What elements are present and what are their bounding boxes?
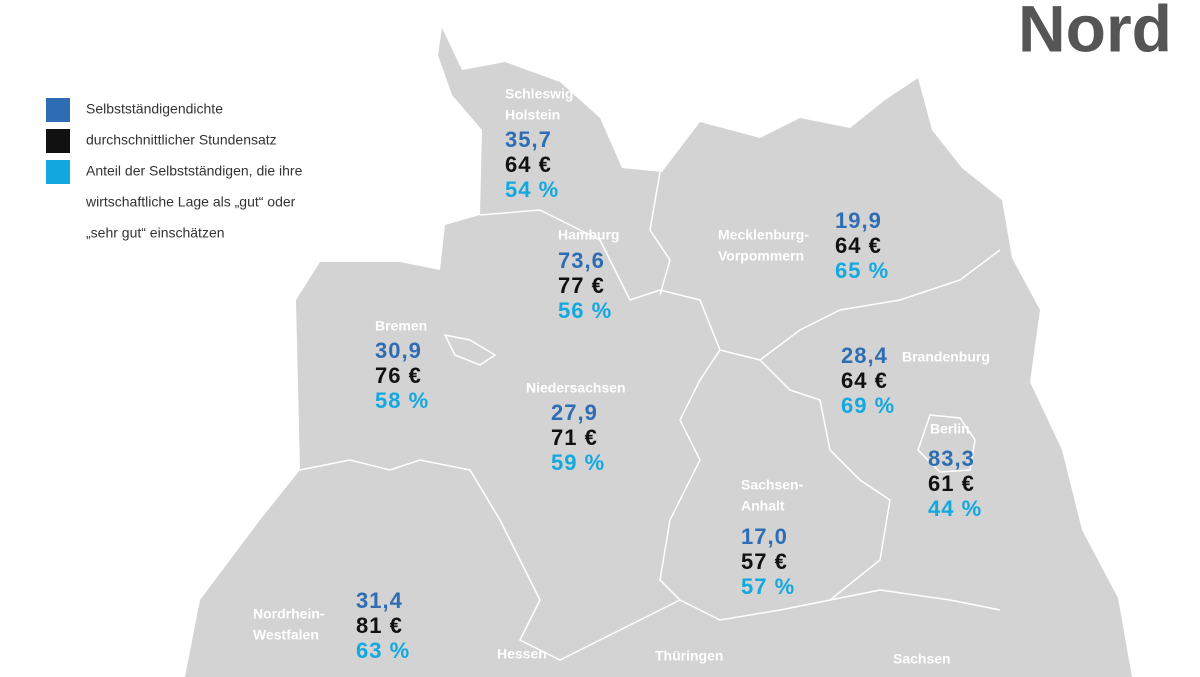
region-density: 28,4 bbox=[841, 343, 888, 368]
legend-label: Anteil der Selbstständigen, die ihre bbox=[86, 163, 303, 179]
region-rate: 71 € bbox=[551, 425, 598, 450]
region-share: 65 % bbox=[835, 258, 889, 283]
state-border bbox=[443, 333, 497, 366]
legend-label: „sehr gut“ einschätzen bbox=[86, 225, 225, 241]
legend-swatch bbox=[46, 98, 70, 122]
region-rate: 76 € bbox=[375, 363, 422, 388]
region-share: 63 % bbox=[356, 638, 410, 663]
region-density: 83,3 bbox=[928, 446, 975, 471]
region-share: 54 % bbox=[505, 177, 559, 202]
region-name: Niedersachsen bbox=[526, 380, 626, 396]
region-name: Hamburg bbox=[558, 227, 619, 243]
region-name: Holstein bbox=[505, 107, 560, 123]
region-rate: 64 € bbox=[505, 152, 552, 177]
region-name: Schleswig- bbox=[505, 86, 578, 102]
legend-label: Selbstständigendichte bbox=[86, 101, 223, 117]
region-rate: 77 € bbox=[558, 273, 605, 298]
region-share: 57 % bbox=[741, 574, 795, 599]
region-density: 19,9 bbox=[835, 208, 882, 233]
region-share: 56 % bbox=[558, 298, 612, 323]
region-name: Mecklenburg- bbox=[718, 227, 809, 243]
state-border bbox=[299, 459, 681, 661]
region-density: 30,9 bbox=[375, 338, 422, 363]
region-name: Sachsen- bbox=[741, 477, 804, 493]
region-name: Berlin bbox=[930, 421, 970, 437]
state-border bbox=[917, 414, 976, 473]
region-name: Vorpommern bbox=[718, 248, 804, 264]
region-share: 69 % bbox=[841, 393, 895, 418]
region-rate: 64 € bbox=[835, 233, 882, 258]
region-density: 73,6 bbox=[558, 248, 605, 273]
page-title: Nord bbox=[1018, 0, 1172, 65]
region-density: 35,7 bbox=[505, 127, 552, 152]
legend-label: durchschnittlicher Stundensatz bbox=[86, 132, 277, 148]
region-name: Bremen bbox=[375, 318, 427, 334]
region-name: Sachsen bbox=[893, 651, 951, 667]
region-name: Nordrhein- bbox=[253, 606, 325, 622]
region-name: Brandenburg bbox=[902, 349, 990, 365]
state-border bbox=[649, 171, 671, 296]
region-density: 27,9 bbox=[551, 400, 598, 425]
region-density: 31,4 bbox=[356, 588, 403, 613]
state-border bbox=[759, 359, 891, 601]
region-name: Anhalt bbox=[741, 498, 785, 514]
map-land bbox=[185, 28, 1132, 677]
region-rate: 64 € bbox=[841, 368, 888, 393]
legend-label: wirtschaftliche Lage als „gut“ oder bbox=[85, 194, 296, 210]
region-share: 59 % bbox=[551, 450, 605, 475]
region-share: 58 % bbox=[375, 388, 429, 413]
region-name: Hessen bbox=[497, 646, 547, 662]
region-rate: 57 € bbox=[741, 549, 788, 574]
region-rate: 81 € bbox=[356, 613, 403, 638]
legend-swatch bbox=[46, 129, 70, 153]
region-name: Westfalen bbox=[253, 627, 319, 643]
region-rate: 61 € bbox=[928, 471, 975, 496]
region-name: Thüringen bbox=[655, 648, 723, 664]
region-share: 44 % bbox=[928, 496, 982, 521]
region-density: 17,0 bbox=[741, 524, 788, 549]
legend-swatch bbox=[46, 160, 70, 184]
